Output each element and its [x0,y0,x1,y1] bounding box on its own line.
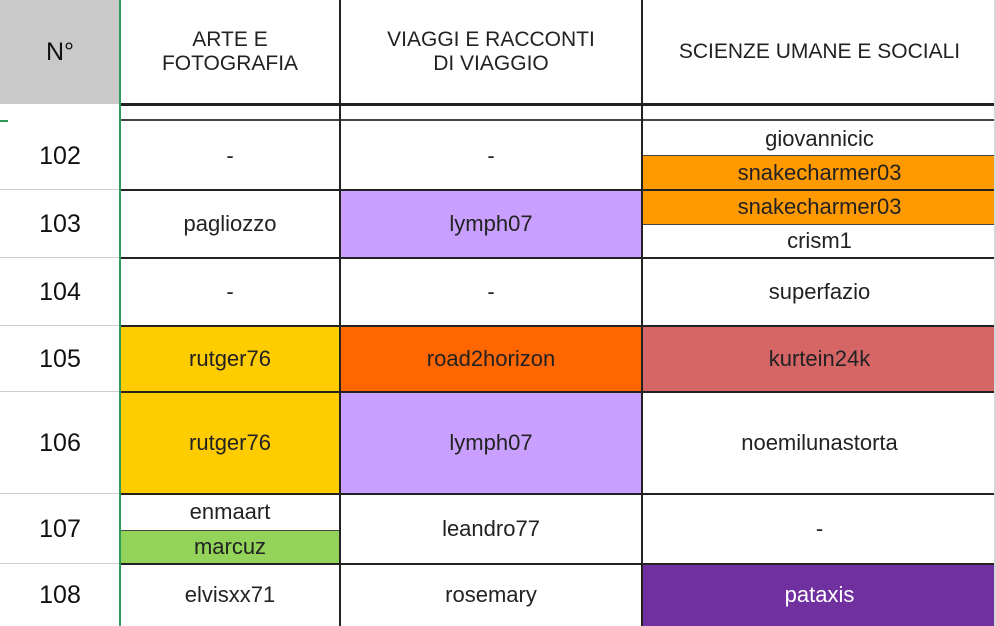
subcell-separator [643,155,996,156]
cell-104-arte[interactable]: - [226,279,234,304]
cell-102-scienze-top[interactable]: giovannicic [765,126,874,151]
freeze-divider-line [120,119,996,121]
row-separator-light [0,325,120,326]
subcell-separator [643,224,996,225]
header-viaggi-racconti: VIAGGI E RACCONTI DI VIAGGIO [387,27,595,75]
cell-106-scienze[interactable]: noemilunastorta [741,430,898,455]
header-arte-fotografia: ARTE E FOTOGRAFIA [161,27,299,75]
row-number-108: 108 [39,580,81,609]
row-separator-light [0,189,120,190]
column-divider [641,0,643,626]
cell-108-scienze[interactable]: pataxis [643,564,996,626]
cell-103-scienze-top[interactable]: snakecharmer03 [643,190,996,224]
cell-103-scienze-bottom[interactable]: crism1 [787,228,852,253]
row-separator [120,563,996,565]
freeze-divider [0,120,8,122]
column-divider-right [994,0,996,626]
row-separator [120,189,996,191]
row-number-106: 106 [39,428,81,457]
header-number: N° [0,0,120,104]
row-separator [120,493,996,495]
row-number-105: 105 [39,344,81,373]
column-divider [339,0,341,626]
cell-106-viaggi[interactable]: lymph07 [341,392,641,494]
cell-105-viaggi[interactable]: road2horizon [341,326,641,392]
frozen-column-divider [119,0,121,626]
cell-107-scienze[interactable]: - [815,516,824,541]
cell-102-viaggi[interactable]: - [487,143,495,168]
header-divider [120,103,996,106]
cell-103-viaggi[interactable]: lymph07 [341,190,641,258]
cell-107-arte-bottom[interactable]: marcuz [121,530,339,564]
row-number-103: 103 [39,209,81,238]
row-number-102: 102 [39,141,81,170]
row-separator-light [0,493,120,494]
cell-105-scienze[interactable]: kurtein24k [643,326,996,392]
cell-107-viaggi[interactable]: leandro77 [442,516,540,541]
row-separator [120,325,996,327]
cell-102-arte[interactable]: - [226,143,234,168]
cell-106-arte[interactable]: rutger76 [121,392,339,494]
row-separator-light [0,391,120,392]
header-scienze-umane-sociali: SCIENZE UMANE E SOCIALI [678,39,961,63]
row-separator [120,257,996,259]
row-number-107: 107 [39,514,81,543]
cell-107-arte-top[interactable]: enmaart [189,499,271,524]
cell-103-arte[interactable]: pagliozzo [183,211,277,236]
cell-105-arte[interactable]: rutger76 [121,326,339,392]
cell-102-scienze-bottom[interactable]: snakecharmer03 [643,156,996,190]
row-separator [120,391,996,393]
subcell-separator [121,530,339,531]
row-separator-light [0,563,120,564]
cell-104-viaggi[interactable]: - [487,279,495,304]
row-number-104: 104 [39,277,81,306]
cell-108-viaggi[interactable]: rosemary [445,582,537,607]
cell-108-arte[interactable]: elvisxx71 [184,582,276,607]
cell-104-scienze[interactable]: superfazio [768,279,871,304]
row-separator-light [0,257,120,258]
